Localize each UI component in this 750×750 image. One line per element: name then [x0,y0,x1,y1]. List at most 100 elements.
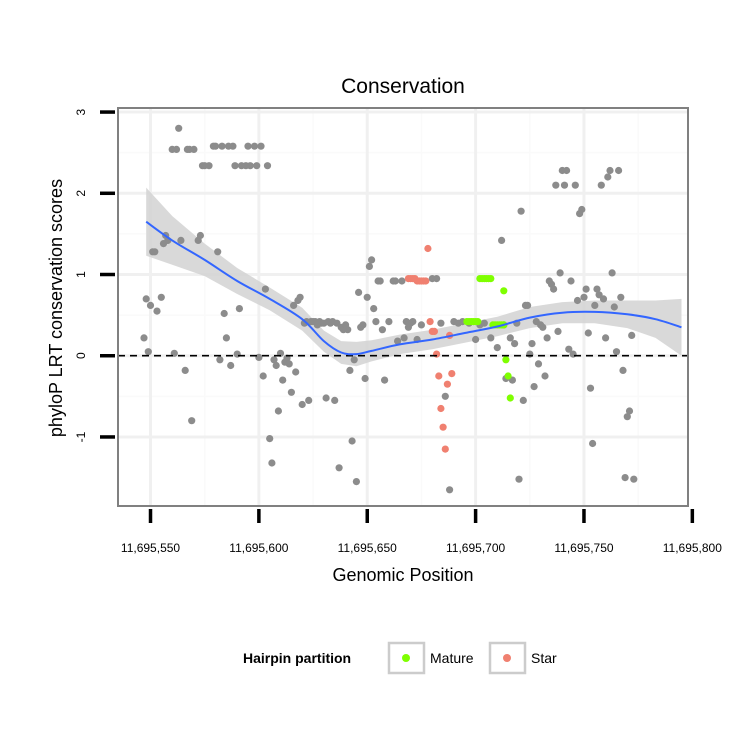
data-point-other [268,459,276,467]
data-point-other [370,305,378,313]
data-point-other [378,326,386,334]
data-point-other [510,340,519,348]
data-point-other [272,361,280,370]
x-tick-label: 11,695,600 [229,541,288,555]
data-point-other [157,293,165,301]
data-point-other [270,356,278,364]
data-point-other [250,142,259,150]
data-point-other [604,173,612,181]
data-point-other [381,376,389,384]
data-point-other [196,231,204,240]
data-point-other [591,301,599,309]
smooth-layer [118,220,688,357]
data-point-other [398,277,406,285]
data-point-other [552,181,560,189]
data-point-other [391,277,399,285]
y-tick-label: 1 [74,271,88,278]
data-point-other [229,142,237,150]
data-point-other [140,334,148,342]
data-point-other [216,356,224,364]
chart-title: Conservation [341,75,465,98]
data-point-mature [487,275,495,283]
data-point-other [519,396,527,404]
legend-marker-mature [402,654,410,662]
x-tick-label: 11,695,700 [446,541,505,555]
data-point-other [263,162,272,170]
smooth-confidence-band [146,187,682,367]
data-point-other [274,407,282,415]
data-point-other [610,303,618,311]
data-point-other [446,486,454,494]
data-point-other [554,327,562,335]
data-point-other [541,372,549,380]
y-axis-label: phyloP LRT conservation scores [46,179,66,437]
data-point-other [235,305,243,313]
data-point-other [350,356,358,364]
data-point-other [565,345,573,353]
data-point-other [261,285,269,293]
data-point-other [586,384,595,392]
data-point-other [472,335,480,344]
data-point-other [493,344,501,352]
data-point-other [292,368,300,376]
data-point-other [335,464,343,472]
data-point-other [530,383,538,391]
data-point-other [606,166,614,175]
data-point-other [287,388,295,396]
data-point-other [539,323,547,331]
data-point-other [142,295,150,303]
data-point-star [441,445,449,453]
data-point-other [188,417,196,425]
data-point-other [266,435,274,443]
data-point-other [619,366,627,374]
data-point-other [344,326,352,334]
data-point-other [372,318,380,326]
data-point-other [608,269,616,277]
x-tick-label: 11,695,800 [663,541,722,555]
data-point-other [437,319,445,327]
data-point-other [550,285,558,293]
data-point-mature [474,318,482,326]
data-point-other [233,350,241,358]
x-tick-label: 11,695,550 [121,541,180,555]
data-points [140,124,638,494]
data-point-other [144,348,152,356]
legend-label-mature: Mature [430,650,474,666]
data-point-other [593,285,601,293]
data-point-other [214,248,222,256]
data-point-other [621,474,629,482]
smooth-trend-line [145,220,682,356]
data-point-other [175,124,183,132]
data-point-other [181,366,189,374]
x-axis-label: Genomic Position [332,565,473,585]
data-point-other [190,145,198,153]
data-point-other [498,236,506,244]
data-point-star [430,327,438,335]
data-point-other [628,331,636,339]
data-point-other [515,475,523,483]
data-point-other [359,321,367,329]
data-point-other [146,301,155,309]
data-point-other [172,145,181,153]
data-point-other [556,269,564,277]
data-point-other [571,181,579,189]
data-point-other [617,293,625,301]
data-point-other [394,337,402,345]
data-point-other [578,205,586,214]
legend-title: Hairpin partition [243,650,351,666]
data-point-other [257,142,265,150]
x-tick-label: 11,695,750 [554,541,613,555]
data-point-other [487,334,495,342]
data-point-other [480,319,488,327]
data-point-other [602,334,610,342]
data-point-other [255,353,263,361]
data-point-mature [502,356,510,364]
data-point-other [567,277,575,285]
data-point-other [363,293,371,301]
data-point-other [177,236,185,244]
data-point-other [151,248,159,256]
data-point-other [625,407,634,415]
data-point-other [582,285,590,293]
data-point-other [285,360,293,368]
